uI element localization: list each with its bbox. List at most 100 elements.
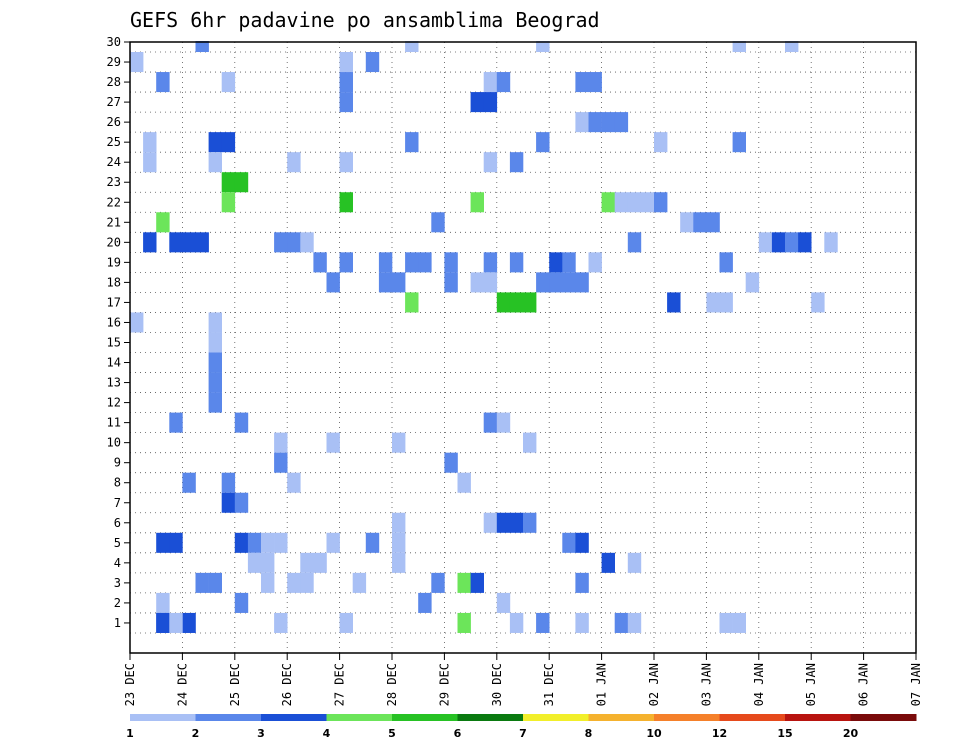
- heatmap-cell: [221, 72, 236, 93]
- heatmap-cell: [457, 572, 471, 593]
- heatmap-cell: [221, 132, 236, 153]
- heatmap-cell: [811, 292, 825, 313]
- cells-layer: [130, 40, 838, 633]
- heatmap-cell: [575, 112, 589, 133]
- heatmap-cell: [785, 40, 799, 53]
- colorbar-label: 1: [126, 727, 134, 740]
- y-tick-label: 12: [107, 396, 121, 410]
- colorbar-label: 8: [585, 727, 593, 740]
- colorbar-segment: [850, 714, 917, 721]
- heatmap-cell: [627, 612, 642, 633]
- heatmap-cell: [536, 612, 550, 633]
- heatmap-cell: [496, 512, 511, 533]
- colorbar-label: 5: [388, 727, 396, 740]
- y-tick-label: 3: [114, 576, 121, 590]
- heatmap-cell: [483, 252, 498, 273]
- colorbar: 1 2 3 4 5 6 7 8 10 12 15 20: [126, 714, 917, 740]
- y-tick-label: 19: [107, 255, 121, 269]
- heatmap-cell: [143, 132, 157, 153]
- heatmap-cell: [758, 232, 773, 253]
- heatmap-cell: [601, 552, 615, 573]
- heatmap-cell: [483, 92, 498, 113]
- colorbar-segment: [326, 714, 393, 721]
- heatmap-cell: [274, 232, 288, 253]
- heatmap-cell: [444, 272, 458, 293]
- heatmap-cell: [496, 72, 511, 93]
- heatmap-cell: [496, 292, 511, 313]
- y-tick-label: 18: [107, 275, 121, 289]
- x-tick-label: 05 JAN: [804, 663, 818, 706]
- heatmap-cell: [247, 532, 262, 553]
- heatmap-cell: [444, 252, 458, 273]
- heatmap-cell: [339, 72, 353, 93]
- heatmap-cell: [169, 612, 183, 633]
- heatmap-cell: [418, 252, 432, 273]
- heatmap-cell: [405, 40, 419, 53]
- heatmap-cell: [221, 172, 236, 193]
- y-tick-label: 5: [114, 536, 121, 550]
- y-tick-label: 6: [114, 516, 121, 530]
- heatmap-cell: [457, 612, 471, 633]
- y-tick-label: 8: [114, 476, 121, 490]
- heatmap-cell: [405, 292, 419, 313]
- heatmap-cell: [352, 572, 367, 593]
- heatmap-cell: [234, 172, 249, 193]
- heatmap-cell: [169, 412, 183, 433]
- colorbar-label: 15: [777, 727, 792, 740]
- heatmap-cell: [562, 252, 576, 273]
- heatmap-cell: [392, 432, 406, 453]
- heatmap-cell: [274, 452, 288, 473]
- y-tick-label: 10: [107, 436, 121, 450]
- heatmap-cell: [614, 612, 629, 633]
- heatmap-cell: [627, 192, 642, 213]
- heatmap-cell: [287, 232, 301, 253]
- x-tick-label: 04 JAN: [752, 663, 766, 706]
- heatmap-cell: [627, 552, 642, 573]
- heatmap-cell: [365, 532, 380, 553]
- heatmap-cell: [221, 192, 236, 213]
- heatmap-cell: [208, 392, 222, 413]
- y-tick-label: 29: [107, 55, 121, 69]
- heatmap-cell: [496, 412, 511, 433]
- heatmap-cell: [732, 40, 746, 53]
- heatmap-cell: [575, 612, 589, 633]
- y-tick-label: 7: [114, 496, 121, 510]
- colorbar-segment: [785, 714, 851, 721]
- heatmap-cell: [431, 572, 445, 593]
- heatmap-cell: [405, 252, 419, 273]
- heatmap-cell: [601, 112, 615, 133]
- heatmap-cell: [575, 572, 589, 593]
- heatmap-cell: [287, 472, 301, 493]
- x-axis: 23 DEC 24 DEC 25 DEC 26 DEC 27 DEC 28 DEC 29 D…: [123, 653, 923, 706]
- y-tick-label: 13: [107, 376, 121, 390]
- x-tick-label: 28 DEC: [385, 663, 399, 706]
- heatmap-cell: [575, 272, 589, 293]
- heatmap-cell: [562, 532, 576, 553]
- y-tick-label: 22: [107, 195, 121, 209]
- heatmap-cell: [470, 272, 484, 293]
- heatmap-cell: [536, 272, 550, 293]
- heatmap-cell: [156, 72, 170, 93]
- heatmap-cell: [182, 232, 196, 253]
- heatmap-cell: [588, 72, 602, 93]
- heatmap-cell: [221, 472, 236, 493]
- heatmap-cell: [496, 592, 511, 613]
- heatmap-cell: [405, 132, 419, 153]
- heatmap-cell: [588, 112, 602, 133]
- y-tick-label: 20: [107, 235, 121, 249]
- colorbar-segment: [261, 714, 327, 721]
- heatmap-cell: [654, 192, 668, 213]
- heatmap-cell: [143, 152, 157, 173]
- heatmap-cell: [470, 92, 484, 113]
- x-tick-label: 01 JAN: [595, 663, 609, 706]
- colorbar-label: 7: [519, 727, 527, 740]
- x-tick-label: 06 JAN: [857, 663, 871, 706]
- heatmap-cell: [169, 532, 183, 553]
- colorbar-label: 2: [192, 727, 200, 740]
- x-tick-label: 27 DEC: [333, 663, 347, 706]
- heatmap-cell: [785, 232, 799, 253]
- y-tick-label: 30: [107, 35, 121, 49]
- colorbar-segment: [195, 714, 262, 721]
- heatmap-cell: [208, 132, 222, 153]
- heatmap-cell: [234, 532, 249, 553]
